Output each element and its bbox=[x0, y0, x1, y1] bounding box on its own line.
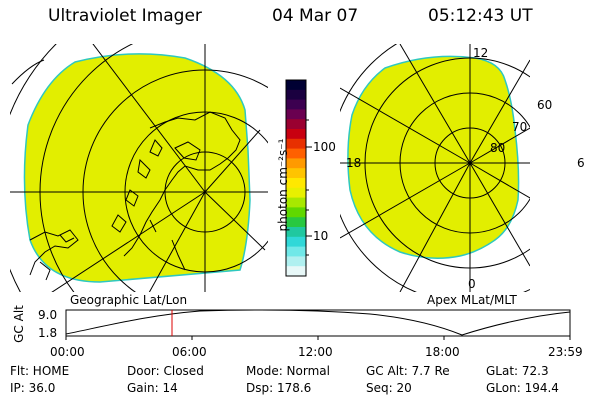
mlt-label-18: 18 bbox=[346, 156, 362, 170]
info-gain: Gain: 14 bbox=[127, 381, 178, 395]
uv-image-left bbox=[23, 53, 251, 283]
info-flight: Flt: HOME bbox=[10, 364, 70, 378]
info-door: Door: Closed bbox=[127, 364, 204, 378]
info-ip: IP: 36.0 bbox=[10, 381, 56, 395]
info-mode: Mode: Normal bbox=[246, 364, 330, 378]
observation-date: 04 Mar 07 bbox=[272, 6, 359, 26]
altitude-min-label: 1.8 bbox=[38, 326, 58, 340]
time-tick-1800: 18:00 bbox=[425, 345, 460, 359]
info-gc-alt: GC Alt: 7.7 Re bbox=[366, 364, 450, 378]
right-map-caption: Apex MLat/MLT bbox=[427, 293, 517, 307]
uv-image-right bbox=[347, 55, 520, 259]
time-tick-0000: 00:00 bbox=[50, 345, 85, 359]
colorbar-tick-100: 100 bbox=[313, 140, 336, 154]
observation-time: 05:12:43 UT bbox=[428, 6, 533, 26]
time-tick-1200: 12:00 bbox=[298, 345, 333, 359]
mlat-label-60: 60 bbox=[537, 98, 553, 112]
altitude-curve bbox=[65, 309, 571, 336]
info-glon: GLon: 194.4 bbox=[486, 381, 559, 395]
info-glat: GLat: 72.3 bbox=[486, 364, 549, 378]
mlat-label-80: 80 bbox=[490, 141, 506, 155]
mlt-label-12: 12 bbox=[473, 46, 489, 60]
mlt-label-0: 0 bbox=[468, 277, 476, 291]
mlt-label-6: 6 bbox=[577, 156, 585, 170]
time-tick-0600: 06:00 bbox=[172, 345, 207, 359]
instrument-title: Ultraviolet Imager bbox=[48, 6, 202, 26]
info-seq: Seq: 20 bbox=[366, 381, 412, 395]
mlat-label-70: 70 bbox=[512, 120, 528, 134]
altitude-axis-label: GC Alt bbox=[12, 305, 26, 343]
time-tick-2359: 23:59 bbox=[548, 345, 583, 359]
left-map-caption: Geographic Lat/Lon bbox=[70, 293, 188, 307]
altitude-max-label: 9.0 bbox=[38, 308, 58, 322]
colorbar-tick-10: 10 bbox=[313, 229, 329, 243]
info-dsp: Dsp: 178.6 bbox=[246, 381, 312, 395]
